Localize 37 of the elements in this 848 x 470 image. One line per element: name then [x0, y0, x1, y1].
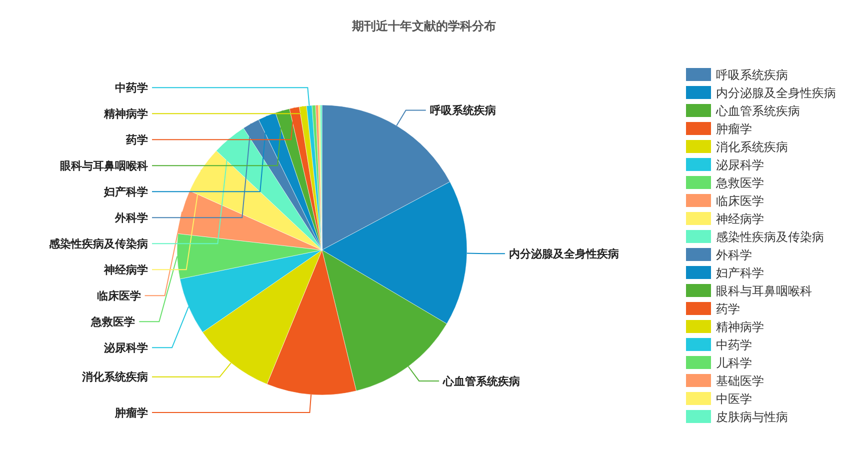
legend-label: 呼吸系统疾病	[716, 68, 788, 82]
slice-label: 心血管系统疾病	[442, 374, 520, 388]
slice-label: 肿瘤学	[114, 406, 148, 420]
slice-label: 急救医学	[90, 315, 136, 328]
legend-label: 肿瘤学	[716, 122, 752, 136]
slice-label: 妇产科学	[103, 185, 148, 198]
slice-label: 眼科与耳鼻咽喉科	[60, 159, 148, 172]
legend-label: 临床医学	[716, 194, 764, 208]
legend-label: 中药学	[716, 338, 752, 352]
legend-label: 精神病学	[716, 320, 764, 334]
legend-label: 儿科学	[716, 356, 752, 370]
legend-label: 基础医学	[716, 374, 764, 388]
legend-label: 皮肤病与性病	[716, 410, 788, 424]
slice-label: 内分泌腺及全身性疾病	[508, 247, 619, 260]
legend-label: 药学	[716, 302, 740, 316]
slice-label: 中药学	[115, 81, 148, 94]
slice-label: 感染性疾病及传染病	[48, 237, 148, 250]
legend-label: 内分泌腺及全身性疾病	[716, 86, 836, 100]
slice-label: 外科学	[114, 211, 148, 224]
slice-label: 呼吸系统疾病	[430, 104, 496, 118]
legend-label: 急救医学	[715, 176, 764, 190]
slice-label: 药学	[125, 133, 148, 146]
slice-label: 泌尿科学	[103, 341, 148, 354]
legend-label: 泌尿科学	[716, 158, 764, 172]
slice-label: 临床医学	[96, 289, 141, 302]
legend-label: 消化系统疾病	[716, 140, 788, 154]
slice-label: 消化系统疾病	[81, 370, 148, 384]
chart-title: 期刊近十年文献的学科分布	[351, 19, 496, 33]
legend-label: 眼科与耳鼻咽喉科	[716, 284, 812, 298]
legend-label: 外科学	[716, 248, 752, 262]
legend-label: 中医学	[716, 392, 752, 406]
legend-label: 妇产科学	[716, 266, 764, 280]
legend-label: 心血管系统疾病	[715, 104, 800, 118]
legend-label: 神经病学	[716, 212, 764, 226]
slice-label: 精神病学	[103, 107, 148, 120]
slice-label: 神经病学	[103, 263, 148, 276]
legend-label: 感染性疾病及传染病	[716, 230, 824, 244]
